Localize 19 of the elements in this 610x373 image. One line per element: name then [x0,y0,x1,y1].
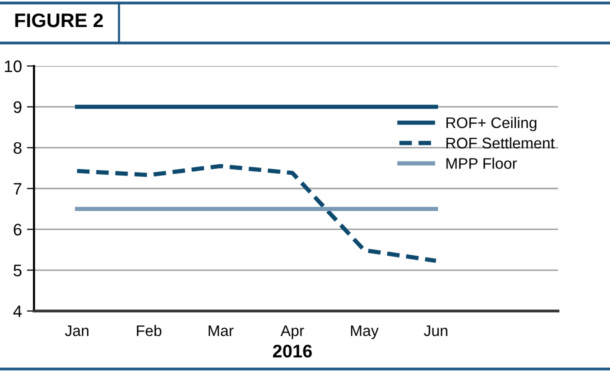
x-axis-title: 2016 [272,344,312,358]
x-tick-label: May [351,325,379,340]
line-series [74,164,438,263]
y-tick-label: 7 [14,183,22,195]
y-tick-label: 8 [14,142,22,154]
legend-label: ROF+ Ceiling [446,116,536,132]
y-tick-label: 4 [13,306,22,318]
legend-label: MPP Floor [446,158,517,169]
x-tick-label: Feb [136,324,162,336]
y-tick-label: 9 [14,101,22,114]
y-tick-label: 5 [14,264,22,276]
x-tick-label: Mar [208,325,234,336]
y-tick-label: 6 [14,224,22,236]
chart-title: FIGURE 2 [15,13,103,28]
x-tick-label: Jan [64,325,88,336]
y-tick-label: 10 [4,60,22,72]
x-tick-label: Jun [424,325,448,336]
x-tick-label: Apr [280,325,304,340]
legend-label: ROF Settlement [446,137,555,148]
